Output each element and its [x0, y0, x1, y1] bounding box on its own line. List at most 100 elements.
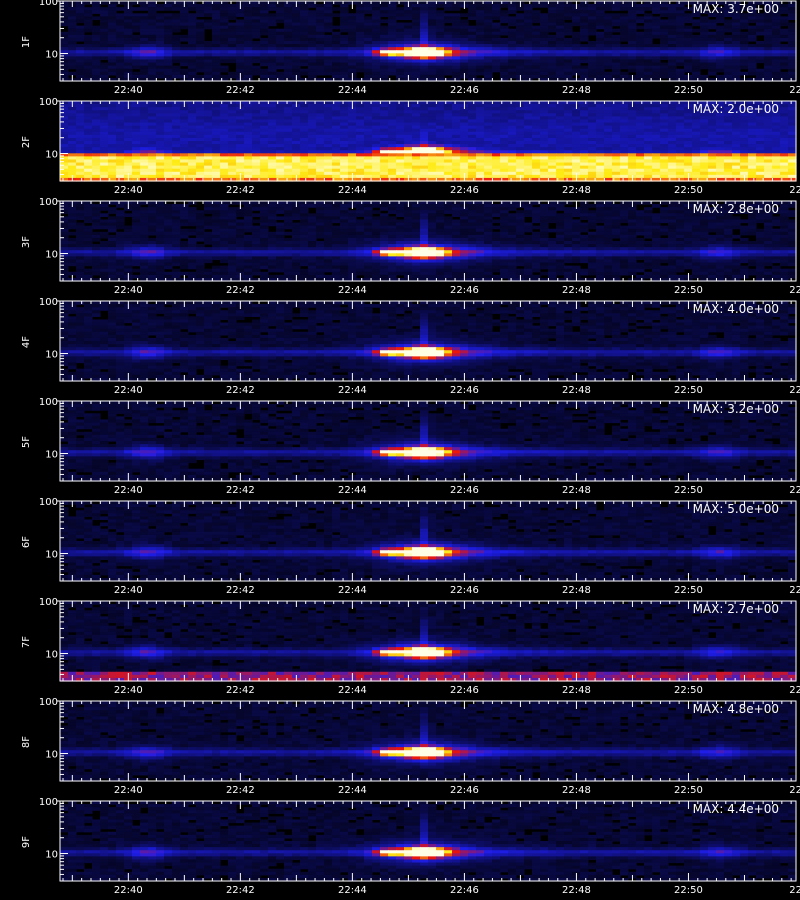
heatmap-cell: [76, 125, 85, 130]
heatmap-cell: [260, 153, 269, 157]
heatmap-cell: [316, 171, 325, 176]
heatmap-cell: [244, 1, 253, 5]
heatmap-cell: [60, 74, 69, 79]
heatmap-cell: [316, 59, 325, 64]
heatmap-cell: [628, 13, 637, 17]
heatmap-cell: [780, 22, 789, 27]
x-tick-label: 22:42: [226, 85, 255, 96]
heatmap-cell: [404, 37, 413, 42]
heatmap-cell: [76, 171, 85, 176]
heatmap-cell: [572, 153, 581, 157]
heatmap-cell: [500, 174, 509, 179]
heatmap-cell: [668, 134, 677, 139]
heatmap-cell: [108, 122, 117, 127]
heatmap-cell: [324, 50, 333, 54]
heatmap-cell: [196, 53, 205, 57]
heatmap-cell: [300, 31, 309, 36]
heatmap-cell: [788, 144, 797, 148]
heatmap-cell: [356, 116, 365, 121]
heatmap-cell: [148, 101, 157, 105]
heatmap-cell: [68, 128, 77, 133]
heatmap-cell: [724, 128, 733, 133]
heatmap-cell: [788, 165, 797, 170]
heatmap-cell: [772, 50, 781, 54]
heatmap-cell: [148, 1, 157, 5]
heatmap-cell: [684, 19, 693, 24]
heatmap-cell: [116, 168, 125, 173]
heatmap-cell: [524, 162, 533, 167]
heatmap-cell: [516, 150, 525, 154]
heatmap-cell: [404, 16, 413, 21]
heatmap-cell: [404, 56, 413, 61]
heatmap-cell: [180, 59, 189, 64]
heatmap-cell: [540, 144, 549, 148]
heatmap-cell: [572, 34, 581, 39]
heatmap-cell: [220, 1, 229, 5]
heatmap-cell: [108, 34, 117, 39]
heatmap-cell: [284, 137, 293, 142]
heatmap-cell: [116, 159, 125, 164]
heatmap-cell: [732, 168, 741, 173]
heatmap-cell: [148, 134, 157, 139]
heatmap-cell: [676, 68, 685, 73]
heatmap-cell: [492, 165, 501, 170]
heatmap-cell: [140, 16, 149, 21]
heatmap-cell: [628, 50, 637, 54]
heatmap-cell: [764, 37, 773, 42]
heatmap-cell: [364, 41, 373, 45]
heatmap-cell: [516, 65, 525, 70]
heatmap-cell: [140, 62, 149, 67]
heatmap-cell: [108, 201, 117, 205]
heatmap-cell: [732, 116, 741, 121]
heatmap-cell: [100, 156, 109, 161]
heatmap-cell: [92, 116, 101, 121]
heatmap-cell: [668, 159, 677, 164]
heatmap-cell: [108, 128, 117, 133]
heatmap-cell: [684, 137, 693, 142]
heatmap-cell: [284, 156, 293, 161]
heatmap-cell: [108, 141, 117, 145]
heatmap-cell: [700, 116, 709, 121]
heatmap-cell: [452, 47, 461, 51]
heatmap-cell: [332, 168, 341, 173]
heatmap-cell: [212, 174, 221, 179]
heatmap-cell: [372, 134, 381, 139]
heatmap-cell: [68, 47, 77, 51]
heatmap-cell: [308, 110, 317, 114]
heatmap-cell: [724, 156, 733, 161]
heatmap-cell: [436, 134, 445, 139]
heatmap-cell: [500, 144, 509, 148]
heatmap-cell: [116, 144, 125, 148]
heatmap-cell: [84, 116, 93, 121]
heatmap-cell: [148, 165, 157, 170]
heatmap-cell: [356, 137, 365, 142]
heatmap-cell: [444, 119, 453, 124]
heatmap-cell: [388, 37, 397, 42]
heatmap-cell: [748, 104, 757, 108]
heatmap-cell: [772, 13, 781, 17]
heatmap-cell: [660, 165, 669, 170]
heatmap-cell: [60, 168, 69, 173]
heatmap-cell: [420, 47, 429, 51]
heatmap-cell: [124, 128, 133, 133]
heatmap-cell: [484, 74, 493, 79]
heatmap-cell: [596, 122, 605, 127]
heatmap-cell: [708, 110, 717, 114]
heatmap-cell: [748, 101, 757, 105]
heatmap-cell: [604, 147, 613, 151]
heatmap-cell: [636, 31, 645, 36]
heatmap-cell: [740, 131, 749, 136]
heatmap-cell: [140, 156, 149, 161]
heatmap-cell: [260, 147, 269, 151]
heatmap-cell: [220, 168, 229, 173]
heatmap-cell: [60, 153, 69, 157]
heatmap-cell: [788, 22, 797, 27]
heatmap-cell: [132, 110, 141, 114]
heatmap-cell: [596, 71, 605, 76]
heatmap-cell: [780, 153, 789, 157]
heatmap-cell: [388, 171, 397, 176]
heatmap-cell: [788, 37, 797, 42]
heatmap-cell: [740, 156, 749, 161]
heatmap-cell: [60, 47, 69, 51]
heatmap-cell: [388, 141, 397, 145]
